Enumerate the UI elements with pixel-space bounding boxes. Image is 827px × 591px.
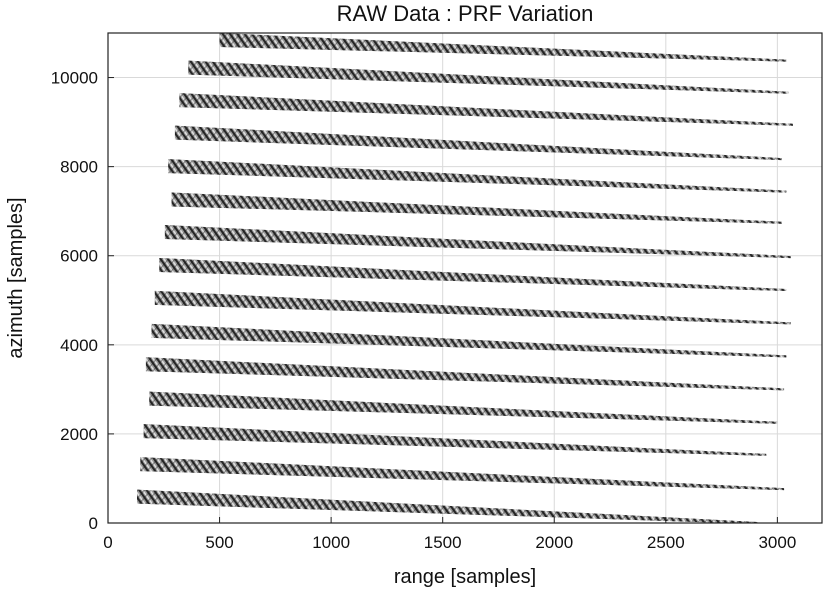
data-band	[219, 33, 787, 62]
x-tick-label: 2000	[535, 533, 573, 552]
data-band	[140, 457, 785, 491]
band-fringes-cross	[179, 93, 793, 126]
x-axis-label: range [samples]	[394, 566, 536, 588]
x-tick-label: 1500	[424, 533, 462, 552]
band-fringes-cross	[219, 33, 787, 62]
data-band	[159, 257, 787, 292]
axis-ticks: 0 500 1000 1500 2000 2500 3000 0 2000 4000 6000 800…	[51, 69, 797, 552]
data-band	[145, 357, 785, 391]
chart-title: RAW Data : PRF Variation	[337, 1, 594, 26]
band-fringes-cross	[171, 192, 782, 224]
band-fringes-cross	[143, 424, 767, 456]
band-fringes-cross	[164, 224, 791, 259]
y-tick-label: 2000	[60, 425, 98, 444]
band-fringes-cross	[149, 391, 778, 424]
band-fringes-cross	[140, 457, 785, 491]
band-fringes-cross	[145, 357, 785, 391]
band-fringes-cross	[151, 323, 787, 358]
x-tick-label: 1000	[312, 533, 350, 552]
data-band	[151, 323, 787, 358]
x-tick-label: 500	[205, 533, 233, 552]
x-tick-label: 0	[103, 533, 112, 552]
data-band	[179, 93, 793, 126]
y-tick-label: 8000	[60, 158, 98, 177]
y-tick-label: 0	[89, 514, 98, 533]
data-bands	[137, 33, 793, 523]
data-band	[168, 159, 787, 193]
data-band	[143, 424, 767, 456]
y-axis-label: azimuth [samples]	[5, 197, 27, 358]
data-band	[171, 192, 782, 224]
band-fringes-cross	[188, 60, 789, 94]
band-fringes-cross	[174, 125, 782, 161]
data-band	[188, 60, 789, 94]
plot-area-frame	[107, 32, 823, 524]
data-band	[154, 290, 791, 325]
y-tick-label: 6000	[60, 247, 98, 266]
band-fringes-cross	[137, 489, 758, 523]
data-band	[149, 391, 778, 424]
x-tick-label: 3000	[758, 533, 796, 552]
band-fringes-cross	[168, 159, 787, 193]
y-tick-label: 10000	[51, 69, 98, 88]
data-band	[174, 125, 782, 161]
x-tick-label: 2500	[647, 533, 685, 552]
data-band	[164, 224, 791, 259]
data-band	[137, 489, 758, 523]
y-tick-label: 4000	[60, 336, 98, 355]
band-fringes-cross	[159, 257, 787, 292]
band-fringes-cross	[154, 290, 791, 325]
